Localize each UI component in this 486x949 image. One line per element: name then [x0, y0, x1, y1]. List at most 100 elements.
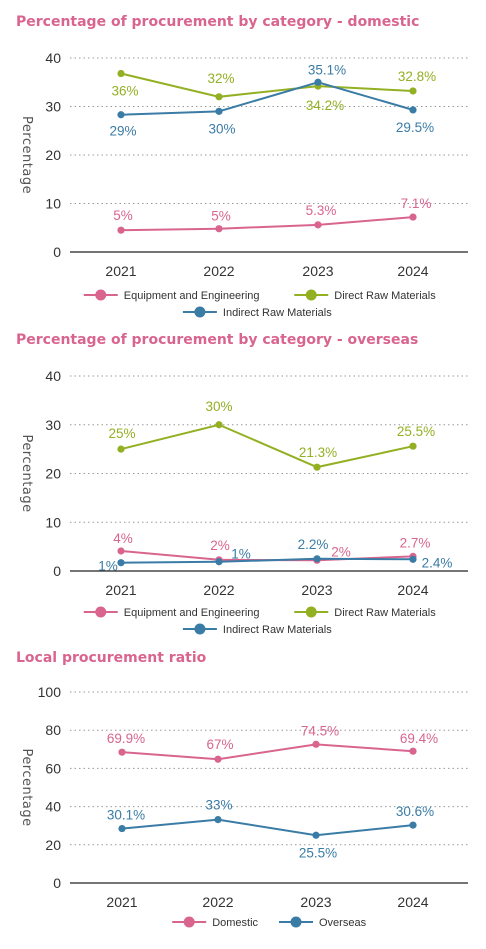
y-tick-label: 0: [53, 244, 61, 260]
series-line: [120, 81, 414, 116]
data-point: [118, 748, 126, 756]
data-label: 69.4%: [400, 731, 438, 746]
y-tick-label: 0: [53, 563, 61, 579]
series-line: [120, 72, 414, 98]
data-label: 69.9%: [107, 731, 145, 746]
data-point: [409, 106, 417, 114]
data-label: 33%: [205, 798, 232, 813]
y-axis-title: Percentage: [19, 748, 34, 826]
data-point: [313, 463, 321, 471]
y-tick-label: 80: [45, 722, 61, 738]
data-label: 21.3%: [299, 445, 337, 460]
y-tick-label: 20: [45, 466, 61, 482]
data-label: 5%: [113, 208, 133, 223]
y-tick-label: 40: [45, 50, 61, 66]
data-point: [313, 555, 321, 563]
data-point: [314, 221, 322, 229]
data-point: [214, 755, 222, 763]
x-tick-label: 2023: [301, 582, 332, 598]
chart-domestic: Percentage of procurement by category - …: [0, 14, 486, 324]
data-label: 32.8%: [398, 69, 436, 84]
y-tick-label: 20: [45, 837, 61, 853]
data-point: [214, 815, 222, 824]
data-label: 1%: [98, 559, 118, 574]
chart-overseas: Percentage of procurement by category - …: [0, 332, 486, 642]
data-point: [117, 111, 125, 119]
data-label: 30.6%: [396, 804, 434, 819]
y-tick-label: 30: [45, 99, 61, 115]
legend-label: Equipment and Engineering: [124, 290, 260, 302]
data-label: 30%: [208, 121, 235, 136]
series-line: [120, 423, 414, 469]
legend-marker: [183, 916, 195, 928]
data-point: [215, 421, 223, 429]
data-label: 4%: [113, 531, 133, 546]
legend-label: Overseas: [319, 917, 367, 929]
data-point: [118, 824, 126, 833]
data-point: [117, 445, 125, 453]
data-label: 5.3%: [306, 203, 337, 218]
x-tick-label: 2021: [105, 582, 136, 598]
y-axis-title: Percentage: [19, 116, 34, 194]
x-tick-label: 2024: [397, 894, 428, 910]
x-tick-label: 2021: [105, 263, 136, 279]
data-point: [215, 225, 223, 233]
data-label: 67%: [206, 737, 233, 752]
chart-title: Local procurement ratio: [16, 650, 207, 666]
legend-label: Domestic: [212, 917, 258, 929]
legend-label: Direct Raw Materials: [334, 290, 436, 302]
legend-marker: [95, 606, 107, 618]
line-chart-local-ratio: Percentage 0 20 40 60 80 100 2021 2022 2023 2024 69…: [19, 684, 468, 929]
line-chart-domestic: Percentage 0 10 20 30 40 2021 2022 2023 2024 5% 5% 5…: [19, 50, 468, 319]
data-point: [215, 558, 223, 566]
data-label: 30.1%: [107, 808, 145, 823]
x-tick-label: 2022: [203, 582, 234, 598]
data-label: 25%: [108, 426, 135, 441]
series-line: [121, 818, 414, 837]
legend-label: Equipment and Engineering: [124, 607, 260, 619]
data-point: [409, 555, 417, 563]
data-point: [312, 831, 320, 839]
chart-local-ratio: Local procurement ratio Percentage 0 20 40 6…: [0, 650, 486, 949]
x-tick-label: 2023: [300, 894, 331, 910]
data-point: [409, 213, 417, 221]
data-label: 2.2%: [298, 537, 329, 552]
data-label: 36%: [111, 84, 138, 99]
data-label: 2.7%: [400, 535, 431, 550]
data-label: 74.5%: [301, 723, 339, 738]
x-tick-label: 2022: [203, 263, 234, 279]
data-point: [409, 87, 417, 95]
legend-label: Direct Raw Materials: [334, 607, 436, 619]
data-point: [409, 747, 417, 755]
data-point: [215, 107, 223, 115]
data-label: 29.5%: [396, 120, 434, 135]
x-tick-label: 2022: [202, 894, 233, 910]
data-point: [117, 559, 125, 567]
data-label: 25.5%: [299, 845, 337, 860]
data-point: [117, 226, 125, 234]
x-tick-label: 2024: [397, 582, 428, 598]
data-point: [314, 78, 322, 86]
y-tick-label: 30: [45, 417, 61, 433]
data-label: 2%: [331, 544, 351, 559]
y-tick-label: 0: [53, 875, 61, 891]
legend-marker: [95, 289, 107, 301]
y-axis-title: Percentage: [19, 434, 34, 512]
x-tick-label: 2021: [106, 894, 137, 910]
legend-marker: [194, 306, 206, 318]
legend-label: Indirect Raw Materials: [223, 307, 332, 319]
y-tick-label: 40: [45, 368, 61, 384]
legend-marker: [305, 606, 317, 618]
data-label: 25.5%: [397, 424, 435, 439]
data-label: 5%: [211, 209, 231, 224]
data-label: 2%: [210, 538, 230, 553]
y-tick-label: 20: [45, 147, 61, 163]
x-tick-label: 2024: [397, 263, 428, 279]
data-label: 29%: [109, 124, 136, 139]
data-label: 30%: [205, 399, 232, 414]
data-point: [409, 821, 417, 829]
data-label: 7.1%: [401, 196, 432, 211]
data-point: [312, 740, 320, 748]
chart-title: Percentage of procurement by category - …: [16, 14, 420, 30]
